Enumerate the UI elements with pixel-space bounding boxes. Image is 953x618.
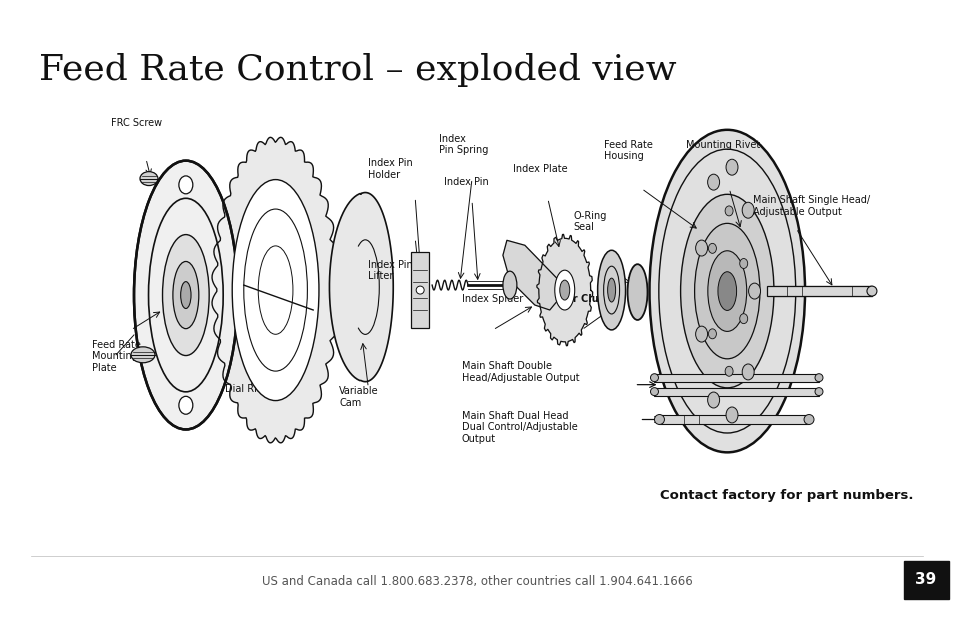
Text: Feed Rate Control – exploded view: Feed Rate Control – exploded view — [39, 53, 677, 87]
Polygon shape — [654, 387, 818, 396]
Ellipse shape — [718, 272, 736, 310]
Ellipse shape — [654, 415, 663, 425]
Ellipse shape — [748, 283, 760, 299]
Text: Main Shaft Single Head/
Adjustable Output: Main Shaft Single Head/ Adjustable Outpu… — [752, 195, 869, 217]
FancyBboxPatch shape — [902, 561, 947, 599]
Ellipse shape — [559, 280, 569, 300]
Text: Dial Ring: Dial Ring — [225, 384, 269, 394]
Text: Index Pin
Holder: Index Pin Holder — [367, 158, 412, 180]
Text: Index
Pin Spring: Index Pin Spring — [438, 133, 488, 155]
Ellipse shape — [140, 172, 158, 185]
Ellipse shape — [131, 347, 154, 363]
Ellipse shape — [650, 387, 658, 396]
Text: Index Spider: Index Spider — [461, 294, 522, 303]
Text: Index Plate: Index Plate — [513, 164, 567, 174]
Text: Variable
Cam: Variable Cam — [338, 386, 378, 407]
Ellipse shape — [416, 286, 424, 294]
Text: Main Shaft Dual Head
Dual Control/Adjustable
Output: Main Shaft Dual Head Dual Control/Adjust… — [461, 410, 577, 444]
Ellipse shape — [725, 407, 738, 423]
Ellipse shape — [708, 329, 716, 339]
Polygon shape — [329, 193, 393, 382]
Ellipse shape — [502, 271, 517, 299]
Ellipse shape — [866, 286, 876, 296]
Ellipse shape — [741, 202, 754, 218]
Ellipse shape — [627, 265, 647, 320]
Text: Index Pin
Lifter: Index Pin Lifter — [367, 260, 412, 281]
Ellipse shape — [694, 223, 760, 359]
Ellipse shape — [679, 194, 773, 388]
Ellipse shape — [739, 258, 747, 268]
Ellipse shape — [695, 326, 707, 342]
Ellipse shape — [708, 243, 716, 253]
Ellipse shape — [178, 396, 193, 414]
Ellipse shape — [232, 180, 318, 400]
Text: Mounting Rivet: Mounting Rivet — [685, 140, 760, 150]
Ellipse shape — [707, 392, 719, 408]
Ellipse shape — [555, 270, 574, 310]
Ellipse shape — [814, 387, 822, 396]
Ellipse shape — [739, 314, 747, 324]
Polygon shape — [537, 234, 592, 345]
Ellipse shape — [724, 366, 732, 376]
Text: Feed Rate
Mounting
Plate: Feed Rate Mounting Plate — [91, 340, 140, 373]
Text: O-Ring
Seal: O-Ring Seal — [573, 211, 606, 232]
Ellipse shape — [803, 415, 813, 425]
Text: FRC Screw: FRC Screw — [111, 118, 162, 129]
Ellipse shape — [741, 364, 754, 380]
Ellipse shape — [724, 206, 732, 216]
Ellipse shape — [707, 251, 746, 331]
Ellipse shape — [695, 240, 707, 256]
Ellipse shape — [707, 174, 719, 190]
Text: Main Shaft Double
Head/Adjustable Output: Main Shaft Double Head/Adjustable Output — [461, 362, 578, 383]
Polygon shape — [654, 374, 818, 382]
Ellipse shape — [650, 374, 658, 382]
Ellipse shape — [725, 159, 738, 175]
Ellipse shape — [178, 176, 193, 194]
Text: Contact factory for part numbers.: Contact factory for part numbers. — [659, 489, 913, 502]
Ellipse shape — [162, 235, 209, 355]
Polygon shape — [766, 286, 871, 296]
Text: Index Pin: Index Pin — [443, 177, 488, 187]
Ellipse shape — [649, 130, 804, 452]
Text: US and Canada call 1.800.683.2378, other countries call 1.904.641.1666: US and Canada call 1.800.683.2378, other… — [261, 575, 692, 588]
Ellipse shape — [597, 250, 625, 330]
Ellipse shape — [180, 282, 191, 308]
Polygon shape — [502, 240, 559, 310]
Text: 39: 39 — [914, 572, 935, 587]
Polygon shape — [659, 415, 808, 425]
Ellipse shape — [133, 161, 237, 430]
Ellipse shape — [607, 278, 615, 302]
Bar — [411, 252, 429, 328]
Text: Roller Clutch: Roller Clutch — [545, 294, 616, 303]
Text: Feed Rate
Housing: Feed Rate Housing — [604, 140, 653, 161]
Ellipse shape — [814, 374, 822, 382]
Ellipse shape — [172, 261, 198, 329]
Polygon shape — [212, 137, 339, 443]
